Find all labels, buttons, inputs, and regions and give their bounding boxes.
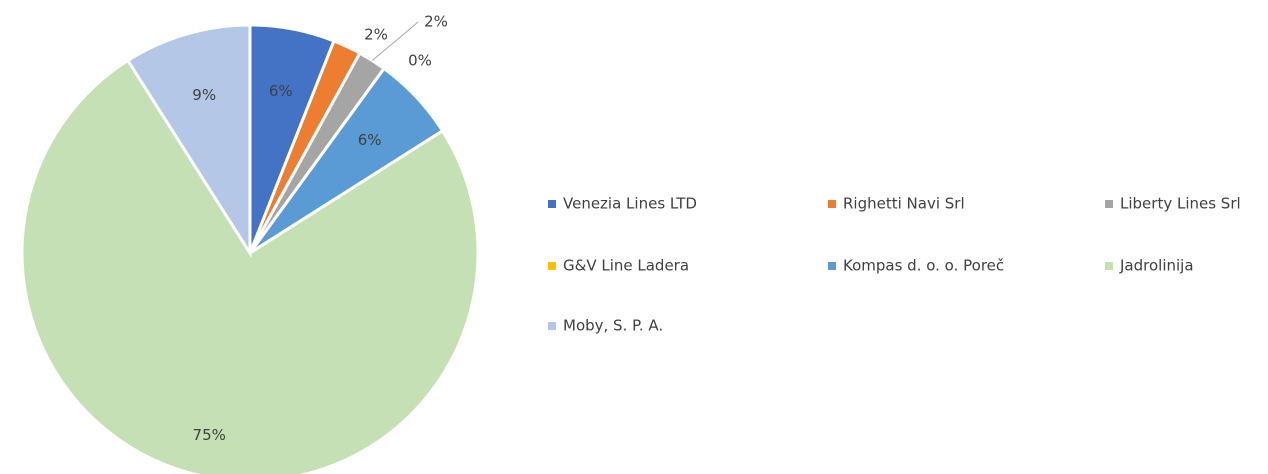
pie-slice (125, 23, 252, 259)
data-label: 2% (364, 26, 388, 44)
data-label: 6% (358, 131, 382, 149)
data-label: 2% (424, 13, 448, 31)
legend-label: Jadrolinija (1119, 257, 1194, 275)
legend-label: Venezia Lines LTD (563, 195, 697, 213)
pie-slice (20, 58, 480, 474)
legend-label: G&V Line Ladera (563, 257, 689, 275)
data-label: 0% (408, 52, 432, 70)
legend-label: Kompas d. o. o. Poreč (843, 257, 1004, 275)
legend-label: Liberty Lines Srl (1120, 195, 1241, 213)
legend-swatch (548, 262, 556, 270)
legend-swatch (1105, 262, 1113, 270)
data-label: 75% (193, 426, 226, 444)
legend-swatch (548, 200, 556, 208)
legend-swatch (548, 322, 556, 330)
leader-line (371, 21, 419, 61)
data-label: 9% (192, 86, 216, 104)
legend-swatch (828, 262, 836, 270)
legend-label: Moby, S. P. A. (563, 317, 663, 335)
legend-swatch (828, 200, 836, 208)
legend-label: Righetti Navi Srl (843, 195, 965, 213)
legend-swatch (1105, 200, 1113, 208)
data-label: 6% (269, 82, 293, 100)
